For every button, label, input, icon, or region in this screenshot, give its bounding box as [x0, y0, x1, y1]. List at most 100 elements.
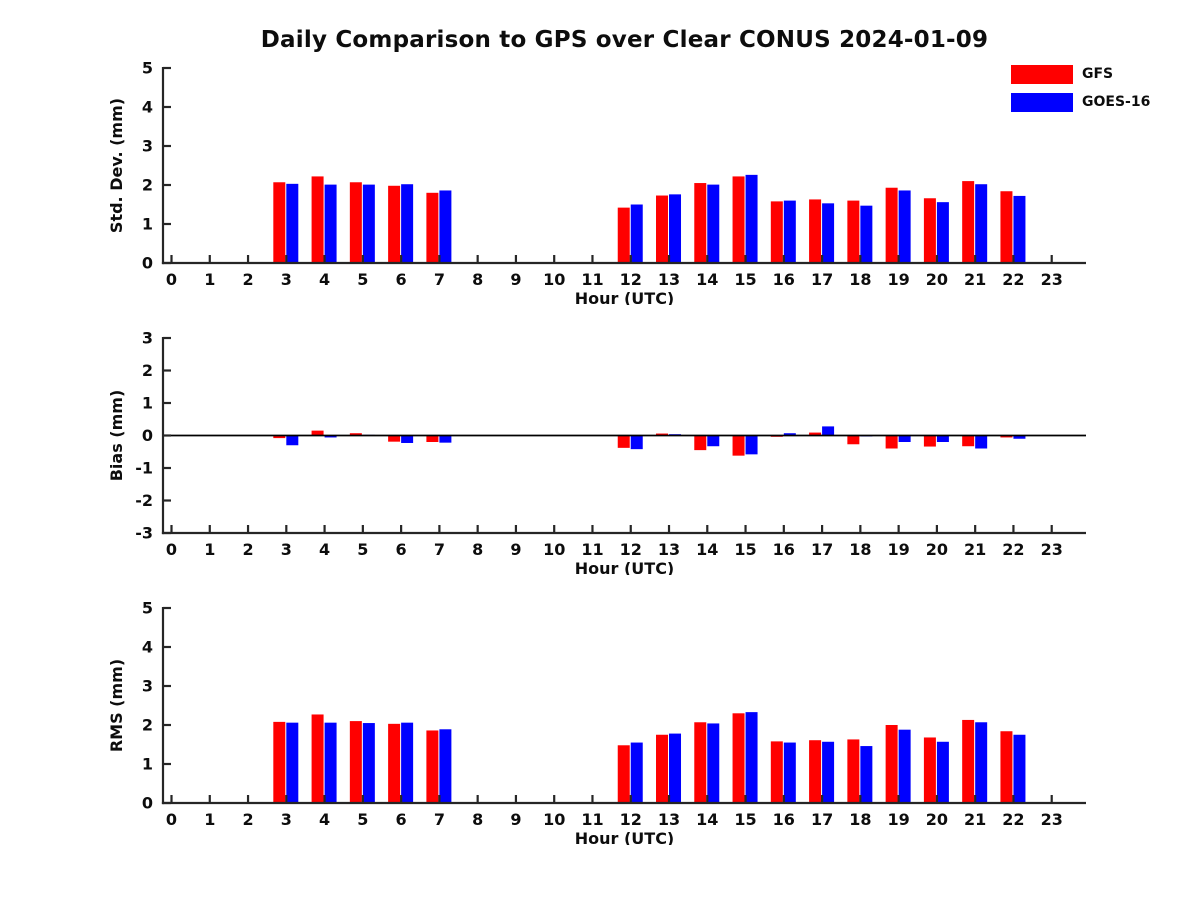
rms-bar-gfs-h14 [694, 722, 707, 803]
rms-bar-goes16-h3 [286, 722, 299, 803]
stddev-bar-goes16-h12 [630, 204, 643, 263]
stddev-x-tick-label: 16 [773, 270, 795, 289]
bias-x-tick-label: 1 [204, 540, 215, 559]
rms-x-tick-label: 20 [926, 810, 948, 829]
legend-item-gfs: GFS [1011, 64, 1150, 84]
stddev-bar-goes16-h7 [439, 190, 452, 263]
rms-y-tick-label: 1 [142, 755, 153, 774]
rms-bar-gfs-h12 [617, 745, 630, 803]
bias-x-tick-label: 14 [696, 540, 718, 559]
rms-y-tick-label: 4 [142, 638, 153, 657]
rms-x-tick-label: 17 [811, 810, 833, 829]
legend-swatch-goes16 [1011, 92, 1073, 112]
bias-x-tick-label: 3 [281, 540, 292, 559]
bias-x-tick-label: 9 [510, 540, 521, 559]
stddev-bar-goes16-h17 [822, 203, 835, 263]
rms-x-tick-label: 13 [658, 810, 680, 829]
stddev-x-tick-label: 6 [396, 270, 407, 289]
bias-x-tick-label: 20 [926, 540, 948, 559]
stddev-x-tick-label: 7 [434, 270, 445, 289]
rms-x-tick-label: 5 [357, 810, 368, 829]
bias-x-tick-label: 0 [166, 540, 177, 559]
rms-x-tick-label: 10 [543, 810, 565, 829]
bias-x-tick-label: 6 [396, 540, 407, 559]
stddev-bar-gfs-h22 [1000, 191, 1013, 263]
stddev-y-tick-label: 3 [142, 137, 153, 156]
bias-bar-goes16-h4 [324, 435, 337, 438]
legend-label-goes16: GOES-16 [1082, 94, 1151, 110]
rms-bar-goes16-h7 [439, 729, 452, 803]
rms-bar-gfs-h16 [770, 741, 783, 803]
rms-bar-goes16-h22 [1013, 734, 1026, 803]
rms-x-tick-label: 22 [1002, 810, 1024, 829]
rms-x-tick-label: 23 [1041, 810, 1063, 829]
stddev-bar-goes16-h6 [401, 184, 414, 263]
bias-bar-gfs-h7 [426, 435, 439, 442]
bias-bar-gfs-h22 [1000, 435, 1013, 438]
bias-bar-goes16-h21 [975, 435, 988, 449]
stddev-x-tick-label: 3 [281, 270, 292, 289]
stddev-x-tick-label: 2 [242, 270, 253, 289]
stddev-bar-goes16-h18 [860, 205, 873, 263]
rms-bar-goes16-h20 [936, 741, 949, 803]
bias-bar-gfs-h4 [311, 430, 324, 436]
bias-x-tick-label: 21 [964, 540, 986, 559]
stddev-bar-gfs-h17 [809, 199, 822, 263]
bias-bar-gfs-h15 [732, 435, 745, 456]
stddev-x-tick-label: 19 [887, 270, 909, 289]
stddev-bar-gfs-h13 [656, 195, 669, 263]
bias-y-tick-label: -2 [135, 491, 153, 510]
rms-bar-goes16-h14 [707, 723, 720, 803]
bias-bar-gfs-h3 [273, 435, 286, 439]
bias-x-tick-label: 11 [581, 540, 603, 559]
rms-bar-goes16-h16 [783, 742, 796, 803]
rms-x-tick-label: 7 [434, 810, 445, 829]
rms-bar-gfs-h19 [885, 725, 898, 803]
stddev-ylabel: Std. Dev. (mm) [107, 98, 126, 233]
stddev-x-tick-label: 5 [357, 270, 368, 289]
bias-x-tick-label: 13 [658, 540, 680, 559]
bias-bar-goes16-h6 [401, 435, 414, 443]
stddev-bar-gfs-h12 [617, 207, 630, 263]
stddev-bar-gfs-h16 [770, 201, 783, 263]
stddev-x-tick-label: 9 [510, 270, 521, 289]
stddev-x-tick-label: 18 [849, 270, 871, 289]
bias-x-tick-label: 5 [357, 540, 368, 559]
bias-bar-gfs-h12 [617, 435, 630, 448]
stddev-bar-gfs-h6 [388, 185, 401, 263]
bias-x-tick-label: 19 [887, 540, 909, 559]
stddev-y-tick-label: 4 [142, 98, 153, 117]
rms-bar-goes16-h6 [401, 722, 414, 803]
rms-x-tick-label: 6 [396, 810, 407, 829]
bias-x-tick-label: 15 [734, 540, 756, 559]
bias-bar-goes16-h20 [936, 435, 949, 442]
rms-bar-goes16-h21 [975, 722, 988, 803]
stddev-bar-goes16-h13 [669, 194, 682, 263]
legend-label-gfs: GFS [1082, 66, 1114, 82]
bias-bar-gfs-h19 [885, 435, 898, 449]
stddev-bar-gfs-h14 [694, 183, 707, 263]
rms-x-tick-label: 3 [281, 810, 292, 829]
stddev-x-tick-label: 0 [166, 270, 177, 289]
bias-bar-goes16-h19 [898, 435, 911, 442]
stddev-bar-gfs-h3 [273, 182, 286, 263]
rms-bar-gfs-h7 [426, 730, 439, 803]
rms-x-tick-label: 1 [204, 810, 215, 829]
stddev-bar-goes16-h4 [324, 184, 337, 263]
bias-bar-goes16-h17 [822, 426, 835, 436]
rms-x-tick-label: 2 [242, 810, 253, 829]
rms-x-tick-label: 11 [581, 810, 603, 829]
stddev-bar-gfs-h5 [349, 182, 362, 263]
bias-bar-gfs-h5 [349, 433, 362, 436]
bias-x-tick-label: 18 [849, 540, 871, 559]
bias-xlabel: Hour (UTC) [575, 559, 675, 575]
rms-y-tick-label: 3 [142, 677, 153, 696]
bias-x-tick-label: 2 [242, 540, 253, 559]
rms-bar-gfs-h20 [923, 737, 936, 803]
bias-bar-gfs-h20 [923, 435, 936, 447]
rms-x-tick-label: 0 [166, 810, 177, 829]
rms-bar-gfs-h4 [311, 714, 324, 803]
rms-x-tick-label: 15 [734, 810, 756, 829]
